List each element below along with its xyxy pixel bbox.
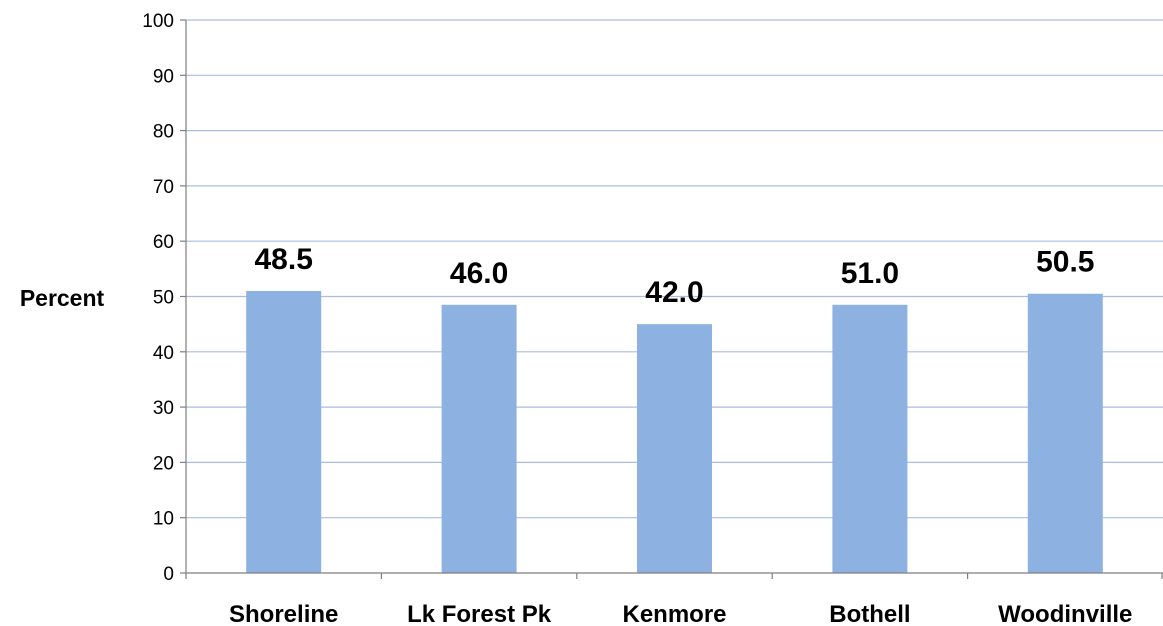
bar-lk-forest-pk[interactable] (442, 305, 517, 573)
bar-kenmore[interactable] (637, 324, 712, 573)
x-tick-label: Woodinville (998, 601, 1132, 626)
data-label: 42.0 (645, 276, 703, 309)
y-tick-label: 40 (153, 343, 174, 364)
y-tick-label: 90 (153, 66, 174, 87)
data-label: 51.0 (841, 257, 899, 290)
y-tick-label: 70 (153, 177, 174, 198)
x-tick-label: Kenmore (622, 601, 726, 626)
data-label: 46.0 (450, 257, 508, 290)
x-tick-label: Bothell (829, 601, 910, 626)
y-tick-label: 10 (153, 509, 174, 530)
y-tick-label: 80 (153, 122, 174, 143)
data-label: 50.5 (1036, 246, 1094, 279)
y-tick-label: 30 (153, 398, 174, 419)
y-tick-label: 60 (153, 232, 174, 253)
bars (246, 291, 1103, 573)
data-label: 48.5 (255, 243, 313, 276)
bar-bothell[interactable] (832, 305, 907, 573)
y-tick-label: 100 (142, 11, 174, 32)
x-tick-label: Lk Forest Pk (407, 601, 552, 626)
y-tick-label: 20 (153, 453, 174, 474)
x-tick-label: Shoreline (229, 601, 338, 626)
y-axis-title: Percent (20, 285, 105, 311)
y-tick-label: 50 (153, 288, 174, 309)
bar-woodinville[interactable] (1028, 294, 1103, 573)
bar-shoreline[interactable] (246, 291, 321, 573)
y-tick-label: 0 (163, 564, 174, 585)
